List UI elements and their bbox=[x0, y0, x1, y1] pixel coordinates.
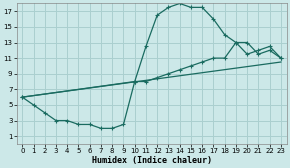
X-axis label: Humidex (Indice chaleur): Humidex (Indice chaleur) bbox=[92, 156, 212, 164]
